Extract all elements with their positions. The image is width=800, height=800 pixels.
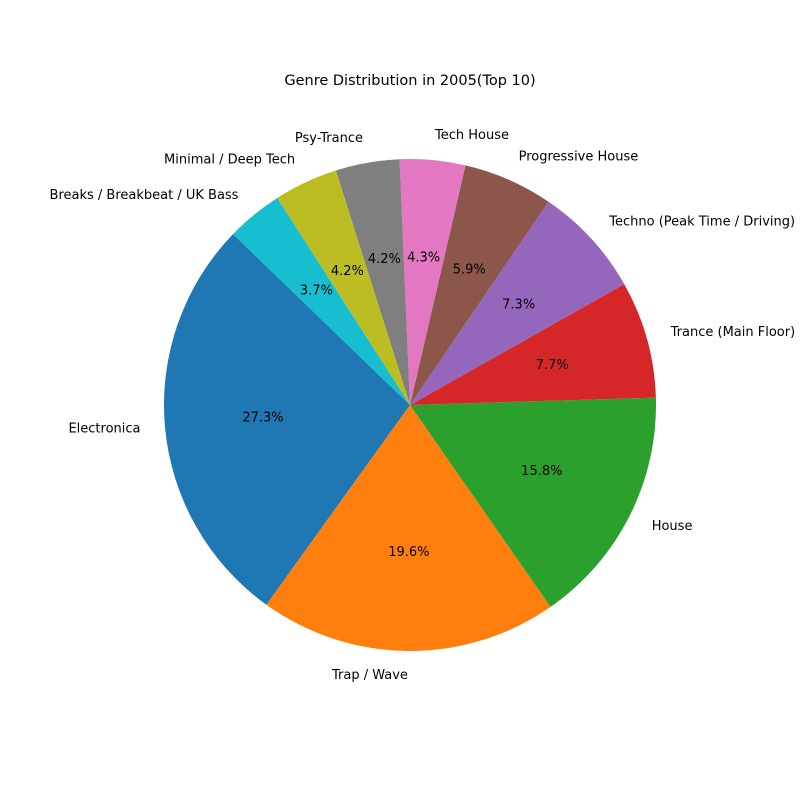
slice-label-psy-trance: Psy-Trance (295, 131, 363, 146)
pie-slice-tech-house (399, 159, 466, 405)
pie-slice-minimal-deep-tech (277, 170, 410, 405)
pct-label-tech-house: 4.3% (407, 251, 440, 266)
pct-label-minimal-deep-tech: 4.2% (331, 264, 364, 279)
slice-label-trap-wave: Trap / Wave (331, 668, 408, 683)
pct-label-progressive-house: 5.9% (453, 262, 486, 277)
slice-label-tech-house: Tech House (434, 128, 509, 143)
slice-label-house: House (652, 519, 693, 534)
pie-slice-psy-trance (335, 159, 410, 405)
pct-label-trance-main-floor: 7.7% (536, 358, 569, 373)
slice-label-techno-peak-time-driving: Techno (Peak Time / Driving) (608, 214, 795, 229)
pct-label-house: 15.8% (521, 464, 562, 479)
pct-label-trap-wave: 19.6% (388, 545, 429, 560)
slice-label-electronica: Electronica (68, 422, 140, 437)
pie-slice-techno-peak-time-driving (410, 201, 625, 405)
chart-title: Genre Distribution in 2005(Top 10) (284, 73, 536, 89)
pie-slice-breaks-breakbeat-uk-bass (233, 197, 410, 405)
slice-label-progressive-house: Progressive House (519, 150, 639, 165)
pct-label-techno-peak-time-driving: 7.3% (502, 298, 535, 313)
slice-label-minimal-deep-tech: Minimal / Deep Tech (164, 152, 295, 167)
pie-slice-progressive-house (410, 165, 549, 405)
pie-slice-trap-wave (266, 405, 551, 651)
slice-label-trance-main-floor: Trance (Main Floor) (670, 325, 796, 340)
pct-label-psy-trance: 4.2% (368, 252, 401, 267)
slice-label-breaks-breakbeat-uk-bass: Breaks / Breakbeat / UK Bass (50, 188, 239, 203)
pie-slice-electronica (164, 234, 410, 605)
pie-slice-house (410, 397, 656, 607)
pie-slice-trance-main-floor (410, 284, 656, 405)
pct-label-electronica: 27.3% (242, 411, 283, 426)
pct-label-breaks-breakbeat-uk-bass: 3.7% (300, 283, 333, 298)
